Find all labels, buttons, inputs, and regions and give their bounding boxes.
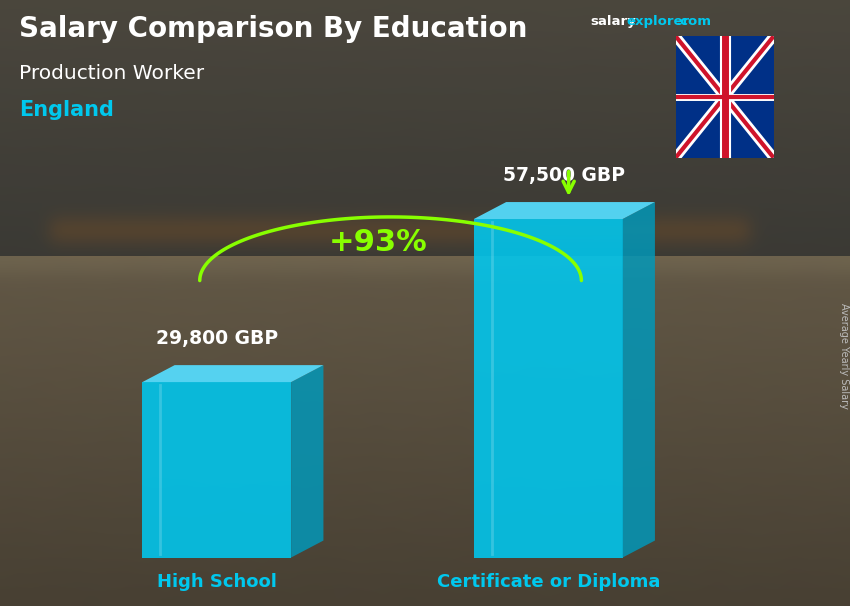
Polygon shape	[0, 0, 850, 256]
Polygon shape	[291, 365, 323, 558]
Text: England: England	[19, 100, 114, 120]
Text: Certificate or Diploma: Certificate or Diploma	[437, 573, 660, 591]
Text: +93%: +93%	[328, 228, 428, 257]
Polygon shape	[474, 202, 654, 219]
Text: Salary Comparison By Education: Salary Comparison By Education	[19, 15, 527, 43]
Text: salary: salary	[591, 15, 637, 28]
Text: .com: .com	[676, 15, 711, 28]
Text: 29,800 GBP: 29,800 GBP	[156, 329, 278, 348]
Polygon shape	[142, 382, 291, 558]
Text: Average Yearly Salary: Average Yearly Salary	[839, 303, 849, 409]
Text: Production Worker: Production Worker	[19, 64, 204, 82]
Polygon shape	[474, 219, 622, 558]
Text: 57,500 GBP: 57,500 GBP	[503, 166, 626, 185]
Text: explorer: explorer	[626, 15, 689, 28]
Polygon shape	[622, 202, 654, 558]
Polygon shape	[142, 365, 323, 382]
Text: High School: High School	[156, 573, 277, 591]
